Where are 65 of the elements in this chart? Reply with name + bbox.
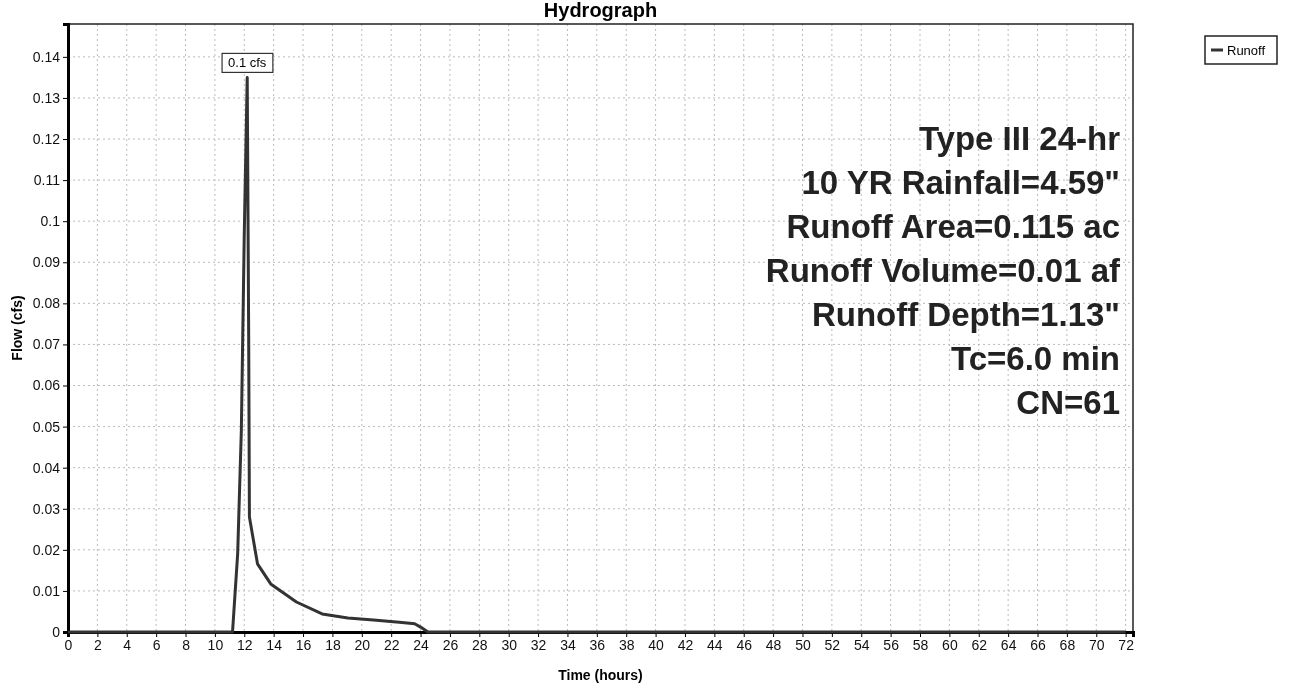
x-tick-label: 60 (942, 636, 958, 653)
x-tick-label: 50 (795, 636, 811, 653)
y-tick-label: 0 (52, 623, 61, 640)
y-tick-label: 0.06 (32, 377, 61, 394)
x-tick-label: 8 (182, 636, 191, 653)
x-tick-label: 6 (152, 636, 161, 653)
x-axis-title: Time (hours) (558, 667, 643, 683)
y-tick-label: 0.04 (32, 459, 61, 476)
x-tick-label: 42 (677, 636, 694, 653)
line-series (66, 75, 1128, 634)
annotation: CN=61 (1016, 384, 1120, 421)
x-tick-label: 34 (560, 636, 576, 653)
x-tick-label: 10 (207, 636, 224, 653)
annotation: 10 YR Rainfall=4.59" (801, 164, 1120, 201)
annotation: Type III 24-hr (918, 120, 1121, 157)
x-tick-label: 72 (1118, 636, 1135, 653)
x-tick-label: 0 (64, 636, 73, 653)
x-tick-label: 20 (354, 636, 371, 653)
x-tick-label: 28 (472, 636, 488, 653)
x-tick-label: 14 (266, 636, 283, 653)
annotation: Runoff Area=0.115 ac (786, 208, 1120, 245)
x-tick-label: 56 (883, 636, 900, 653)
x-tick-label: 12 (236, 636, 253, 653)
y-tick-label: 0.14 (32, 48, 61, 65)
x-tick-label: 4 (123, 636, 132, 653)
x-tick-label: 48 (765, 636, 782, 653)
x-tick-label: 38 (618, 636, 635, 653)
x-tick-label: 70 (1088, 636, 1105, 653)
x-tick-label: 2 (93, 636, 102, 653)
x-tick-label: 40 (648, 636, 665, 653)
y-tick-label: 0.03 (32, 500, 61, 517)
y-tick-label: 0.02 (32, 541, 61, 558)
y-tick-label: 0.11 (33, 172, 61, 189)
y-tick-label: 0.1 (40, 213, 61, 230)
x-tick-label: 30 (501, 636, 518, 653)
x-tick-label: 62 (971, 636, 988, 653)
y-tick-label: 0.13 (32, 89, 61, 106)
y-tick-label: 0.12 (32, 131, 61, 148)
chart-title: Hydrograph (543, 0, 658, 21)
y-tick-label: 0.01 (32, 582, 61, 599)
x-tick-label: 24 (413, 636, 430, 653)
y-tick-label: 0.09 (32, 254, 61, 271)
x-tick-label: 16 (295, 636, 312, 653)
x-tick-label: 46 (736, 636, 753, 653)
y-tick-label: 0.05 (32, 418, 61, 435)
annotation: Runoff Volume=0.01 af (765, 252, 1122, 289)
x-tick-label: 18 (325, 636, 341, 653)
x-tick-label: 66 (1030, 636, 1047, 653)
x-tick-label: 64 (1000, 636, 1017, 653)
x-tick-label: 44 (707, 636, 723, 653)
legend-label: Runoff (1227, 43, 1266, 58)
x-tick-label: 36 (589, 636, 606, 653)
annotation: Runoff Depth=1.13" (811, 296, 1120, 333)
x-tick-label: 52 (824, 636, 841, 653)
y-axis-title: Flow (cfs) (9, 295, 25, 361)
x-tick-label: 22 (383, 636, 400, 653)
x-tick-label: 58 (912, 636, 929, 653)
x-tick-label: 68 (1059, 636, 1076, 653)
annotation: Tc=6.0 min (950, 340, 1120, 377)
y-tick-label: 0.07 (32, 336, 61, 353)
y-tick-label: 0.08 (32, 295, 61, 312)
x-tick-label: 54 (853, 636, 870, 653)
x-tick-label: 26 (442, 636, 459, 653)
x-tick-label: 32 (530, 636, 547, 653)
annotation: 0.1 cfs (228, 55, 267, 71)
